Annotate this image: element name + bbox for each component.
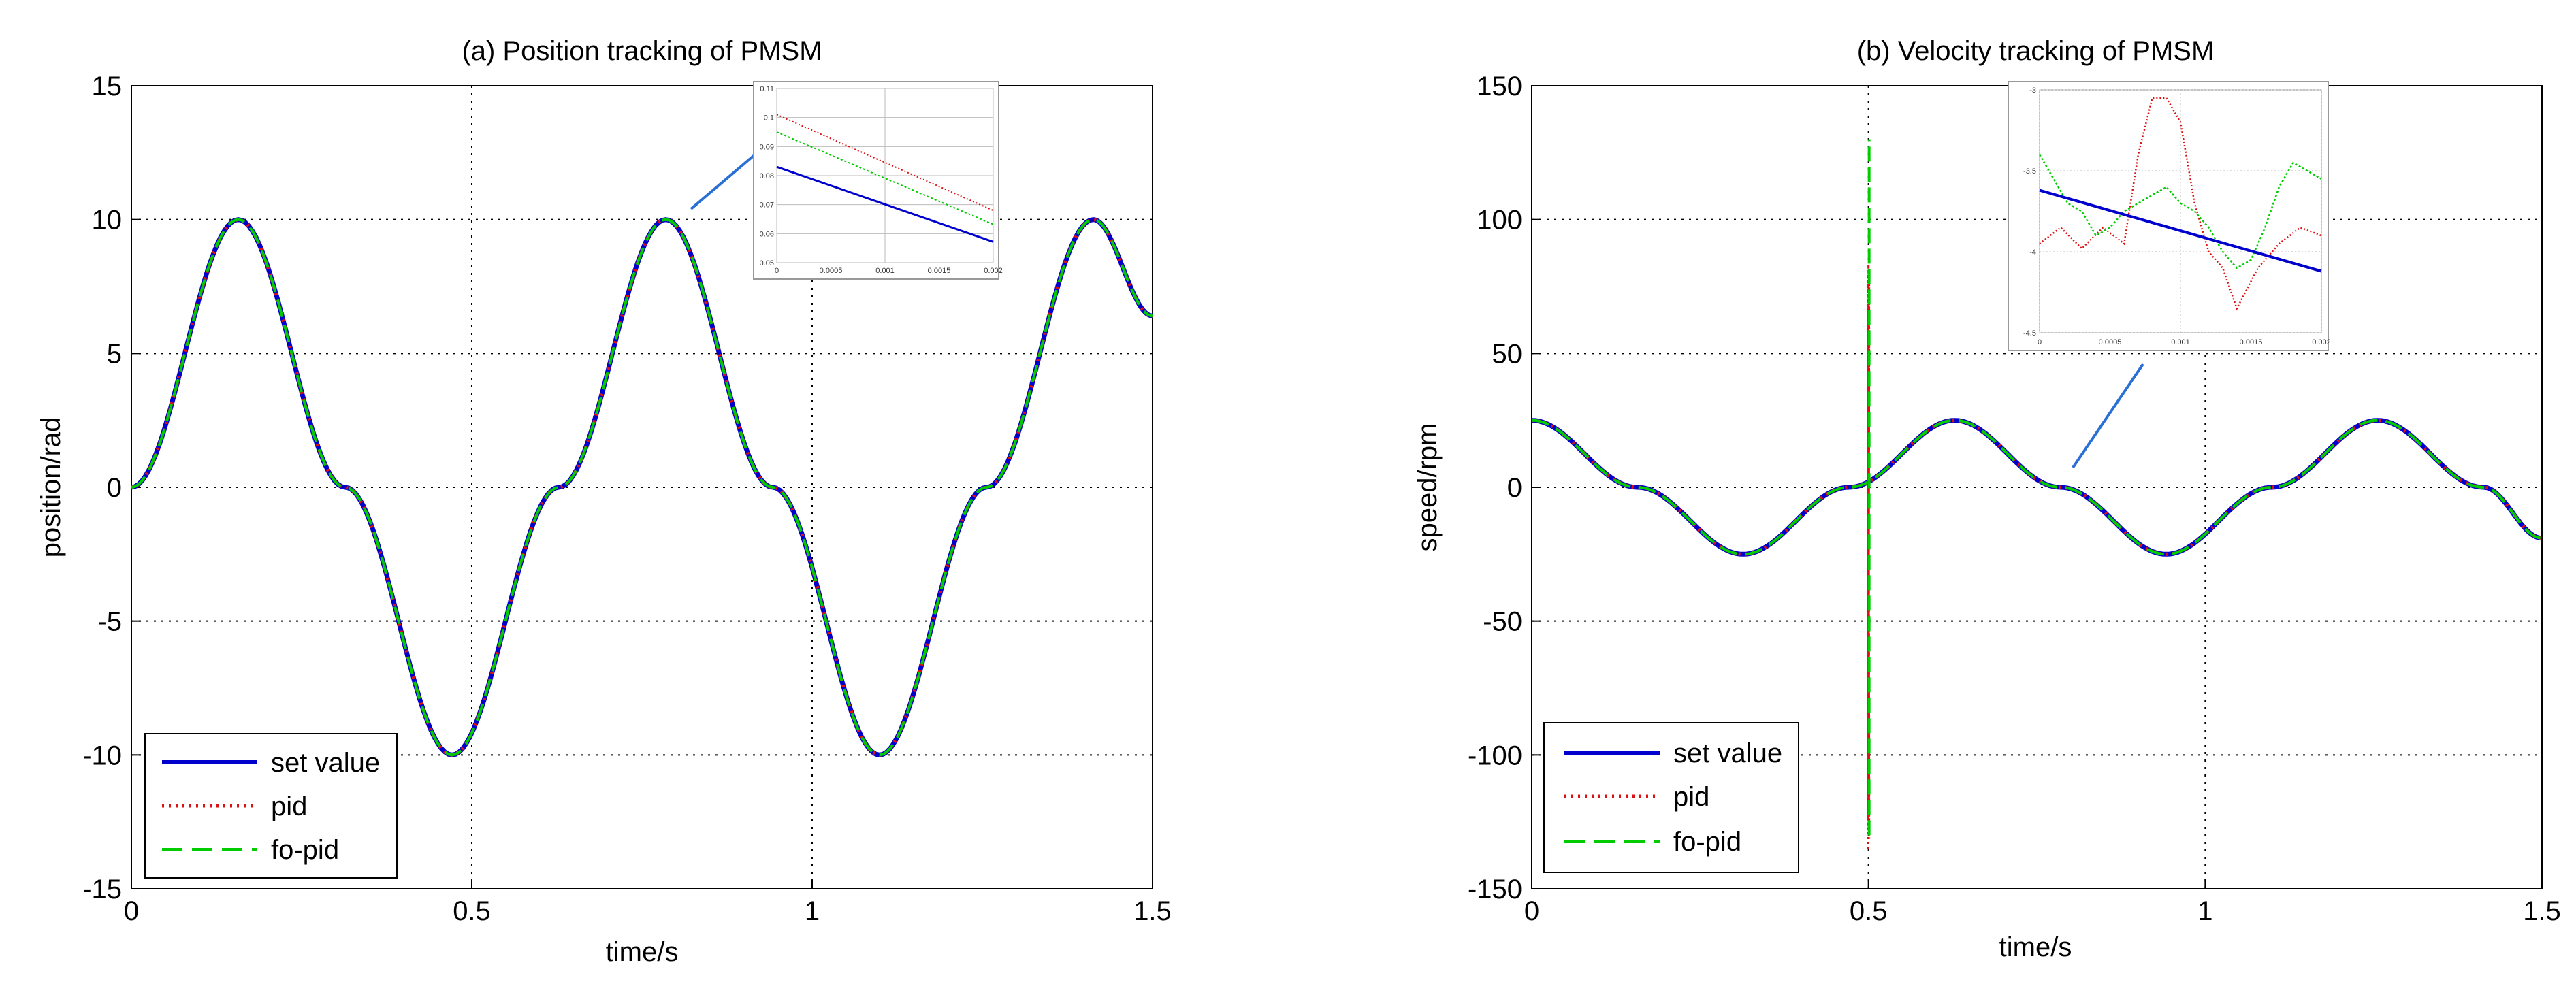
x-axis-label-b: time/s — [1999, 932, 2072, 962]
y-tick-label: -50 — [1483, 607, 1522, 637]
legend-label-fo-pid-a: fo-pid — [271, 835, 339, 865]
y-tick-label: 15 — [92, 71, 123, 101]
y-tick-label: 5 — [107, 339, 122, 369]
legend-box-a — [144, 733, 398, 879]
x-tick-label: 1.5 — [1133, 896, 1172, 926]
inset-grid-b — [2039, 89, 2322, 333]
y-tick-label: -10 — [82, 740, 122, 770]
y-tick-label: 100 — [1477, 206, 1522, 235]
y-tick-label: 50 — [1492, 339, 1523, 369]
callout-line-a — [690, 150, 760, 210]
y-tick-label: 0 — [107, 473, 122, 503]
inset-ticks-a: 0 0.0005 0.001 0.0015 0.002 0.11 0.1 0.09 0.08 0.… — [760, 85, 1003, 275]
inset-x-tick-label: 0.002 — [984, 267, 1003, 275]
chart-title-b: (b) Velocity tracking of PMSM — [1857, 36, 2215, 66]
callout-line-b — [2072, 363, 2144, 469]
inset-y-tick-label: 0.08 — [760, 172, 774, 180]
chart-b: 0 0.5 1 1.5 -150 -100 -50 0 50 100 150 (b) Velocit… — [1413, 36, 2561, 962]
legend-label-set-value-a: set value — [271, 748, 380, 778]
y-tick-label: 0 — [1507, 473, 1522, 503]
legend-b: set value pid fo-pid — [1543, 722, 1799, 873]
inset-x-tick-label: 0.0005 — [820, 267, 843, 275]
inset-y-tick-label: 0.1 — [764, 114, 774, 122]
x-tick-label: 0.5 — [453, 896, 491, 926]
inset-y-tick-label: 0.11 — [760, 85, 774, 93]
inset-x-tick-label: 0 — [2038, 338, 2042, 346]
inset-x-tick-label: 0.0015 — [2240, 338, 2263, 346]
legend-label-set-value-b: set value — [1673, 738, 1782, 768]
y-tick-label: 10 — [92, 206, 123, 235]
legend-a: set value pid fo-pid — [144, 733, 398, 879]
inset-y-tick-label: -4 — [2029, 248, 2036, 257]
ticks-a: 0 0.5 1 1.5 -15 -10 -5 0 5 10 15 — [82, 71, 1172, 926]
inset-y-tick-label: -4.5 — [2023, 329, 2036, 338]
y-tick-label: -100 — [1468, 740, 1522, 770]
series-pid — [1532, 419, 2542, 556]
inset-x-tick-label: 0.001 — [2171, 338, 2190, 346]
inset-y-tick-label: -3 — [2029, 86, 2036, 95]
series-b — [1532, 139, 2542, 849]
inset-grid-a — [776, 88, 994, 263]
inset-series-fo-pid-a — [776, 131, 994, 225]
inset-y-tick-label: 0.09 — [760, 143, 774, 151]
y-tick-label: -5 — [97, 607, 122, 637]
inset-x-tick-label: 0.002 — [2312, 338, 2331, 346]
grid-a — [131, 86, 1153, 889]
inset-x-tick-label: 0.0015 — [928, 267, 951, 275]
legend-label-pid-b: pid — [1673, 782, 1709, 812]
inset-series-set-value-a — [776, 165, 994, 243]
legend-label-pid-a: pid — [271, 791, 307, 821]
inset-x-tick-label: 0 — [775, 267, 779, 275]
inset-series-pid-b — [2039, 97, 2322, 311]
y-tick-label: -150 — [1468, 875, 1522, 904]
inset-y-tick-label: 0.05 — [760, 259, 774, 267]
chart-title-a: (a) Position tracking of PMSM — [462, 36, 822, 66]
y-axis-label-b: speed/rpm — [1413, 423, 1443, 552]
inset-series-a — [776, 114, 994, 243]
inset-plot-area-b — [2039, 89, 2322, 333]
legend-label-fo-pid-b: fo-pid — [1673, 827, 1741, 857]
inset-a: 0 0.0005 0.001 0.0015 0.002 0.11 0.1 0.09 0.08 0.… — [690, 81, 1003, 280]
inset-series-b — [2038, 97, 2322, 311]
x-tick-label: 1 — [805, 896, 820, 926]
x-tick-label: 0 — [124, 896, 139, 926]
x-tick-label: 0 — [1524, 896, 1539, 926]
x-tick-label: 0.5 — [1850, 896, 1888, 926]
chart-a: 0 0.5 1 1.5 -15 -10 -5 0 5 10 15 (a) Position trac… — [36, 36, 1172, 967]
series-a — [131, 217, 1153, 757]
inset-x-tick-label: 0.0005 — [2099, 338, 2122, 346]
ticks-b: 0 0.5 1 1.5 -150 -100 -50 0 50 100 150 — [1468, 71, 2561, 926]
inset-ticks-b: 0 0.0005 0.001 0.0015 0.002 -3 -3.5 -4 -4.5 — [2023, 86, 2331, 346]
y-tick-label: -15 — [82, 875, 122, 904]
inset-y-tick-label: -3.5 — [2023, 167, 2036, 176]
inset-x-tick-label: 0.001 — [875, 267, 895, 275]
series-fo-pid — [131, 218, 1153, 757]
x-axis-label-a: time/s — [606, 937, 679, 967]
inset-series-fo-pid-b — [2038, 154, 2322, 269]
x-tick-label: 1.5 — [2523, 896, 2561, 926]
inset-series-set-value-b — [2039, 189, 2322, 273]
inset-b: 0 0.0005 0.001 0.0015 0.002 -3 -3.5 -4 -4.5 — [2008, 81, 2331, 469]
inset-y-tick-label: 0.06 — [760, 230, 774, 238]
y-tick-label: 150 — [1477, 71, 1522, 101]
x-tick-label: 1 — [2197, 896, 2212, 926]
inset-y-tick-label: 0.07 — [760, 201, 774, 210]
y-axis-label-a: position/rad — [36, 417, 66, 558]
series-fo-pid — [1532, 419, 2542, 556]
